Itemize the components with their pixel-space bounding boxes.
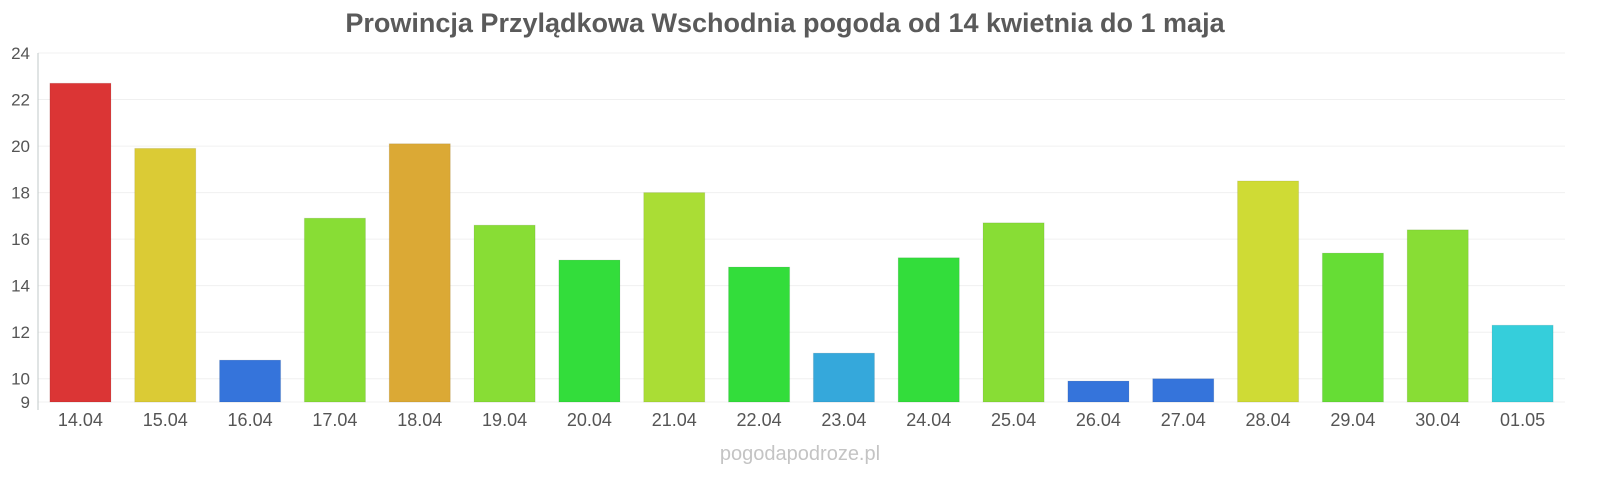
bar-23.04 bbox=[812, 352, 875, 403]
x-tick-label: 28.04 bbox=[1246, 410, 1291, 430]
y-tick-label: 22 bbox=[11, 91, 30, 110]
y-tick-label: 16 bbox=[11, 230, 30, 249]
watermark: pogodapodroze.pl bbox=[720, 443, 880, 465]
y-tick-label: 9 bbox=[21, 393, 30, 412]
x-tick-label: 24.04 bbox=[906, 410, 951, 430]
x-tick-label: 21.04 bbox=[652, 410, 697, 430]
x-tick-label: 15.04 bbox=[143, 410, 188, 430]
bar-19.04 bbox=[473, 224, 536, 403]
bar-28.04 bbox=[1237, 180, 1300, 403]
x-tick-label: 01.05 bbox=[1500, 410, 1545, 430]
bar-16.04 bbox=[219, 359, 282, 403]
y-tick-label: 20 bbox=[11, 137, 30, 156]
bar-17.04 bbox=[303, 217, 366, 403]
bar-21.04 bbox=[643, 192, 706, 403]
bar-25.04 bbox=[982, 222, 1045, 403]
x-axis: 14.04 15.04 16.04 17.04 18.04 19.04 20.04 21.04… bbox=[58, 410, 1545, 430]
x-tick-label: 20.04 bbox=[567, 410, 612, 430]
x-tick-label: 27.04 bbox=[1161, 410, 1206, 430]
bar-15.04 bbox=[134, 147, 197, 403]
bar-30.04 bbox=[1406, 229, 1469, 403]
chart-title: Prowincja Przylądkowa Wschodnia pogoda o… bbox=[345, 8, 1225, 38]
bars bbox=[49, 82, 1554, 403]
x-tick-label: 17.04 bbox=[312, 410, 357, 430]
x-tick-label: 30.04 bbox=[1415, 410, 1460, 430]
x-tick-label: 23.04 bbox=[821, 410, 866, 430]
bar-27.04 bbox=[1152, 378, 1215, 403]
bar-14.04 bbox=[49, 82, 112, 403]
bar-18.04 bbox=[388, 143, 451, 403]
x-tick-label: 18.04 bbox=[397, 410, 442, 430]
x-tick-label: 25.04 bbox=[991, 410, 1036, 430]
x-tick-label: 26.04 bbox=[1076, 410, 1121, 430]
y-tick-label: 24 bbox=[11, 44, 30, 63]
bar-29.04 bbox=[1321, 252, 1384, 403]
bar-01.05 bbox=[1491, 324, 1554, 403]
bar-22.04 bbox=[728, 266, 791, 403]
x-tick-label: 22.04 bbox=[737, 410, 782, 430]
y-tick-label: 12 bbox=[11, 323, 30, 342]
bar-24.04 bbox=[897, 257, 960, 403]
bar-20.04 bbox=[558, 259, 621, 403]
x-tick-label: 29.04 bbox=[1330, 410, 1375, 430]
x-tick-label: 19.04 bbox=[482, 410, 527, 430]
y-axis: 9 10 12 14 16 18 20 22 24 bbox=[11, 44, 30, 412]
gridlines bbox=[38, 52, 1565, 403]
y-tick-label: 18 bbox=[11, 184, 30, 203]
y-tick-label: 14 bbox=[11, 277, 30, 296]
x-tick-label: 14.04 bbox=[58, 410, 103, 430]
y-tick-label: 10 bbox=[11, 370, 30, 389]
bar-26.04 bbox=[1067, 380, 1130, 403]
x-tick-label: 16.04 bbox=[228, 410, 273, 430]
